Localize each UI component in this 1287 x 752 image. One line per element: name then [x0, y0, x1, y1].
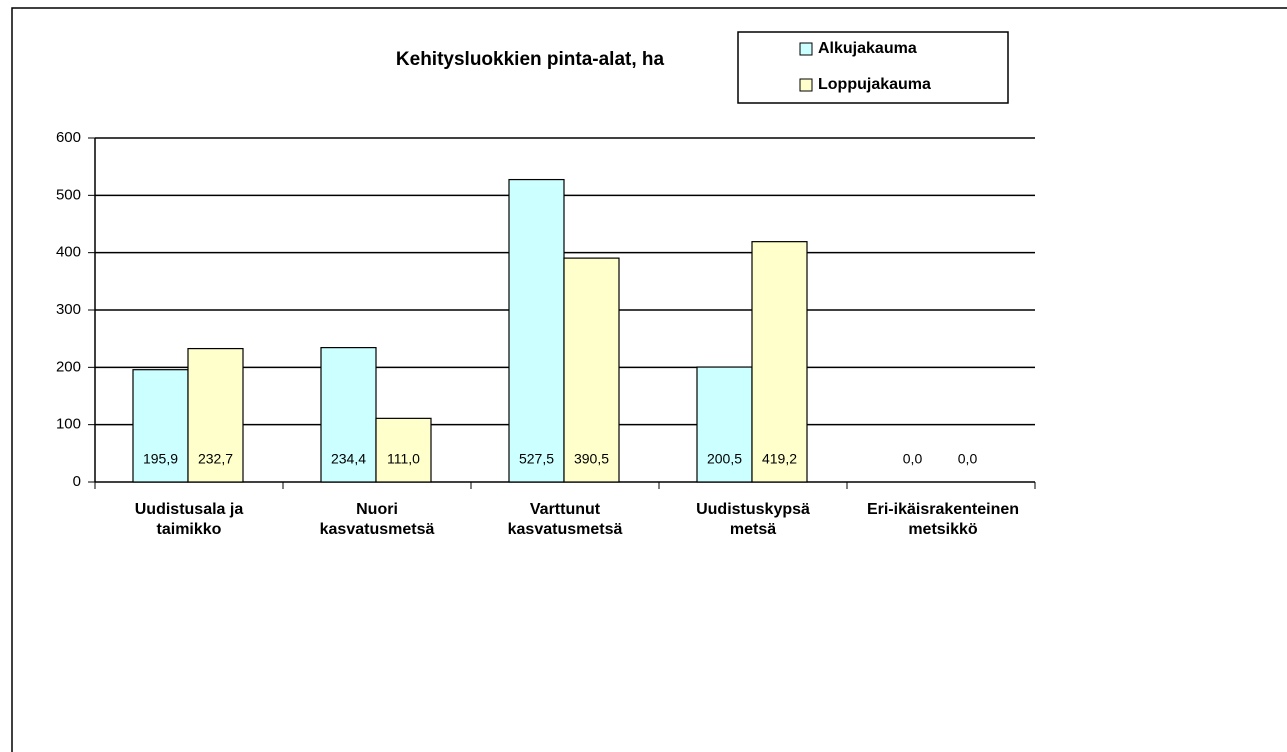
legend-swatch: [799, 42, 813, 56]
bar: [320, 347, 377, 483]
bar: [132, 369, 189, 483]
value-label: 0,0: [903, 451, 923, 467]
bar: [751, 241, 808, 483]
legend-label: Loppujakauma: [818, 76, 931, 93]
x-tick-label: Nuori kasvatusmetsä: [319, 501, 435, 538]
value-label: 200,5: [707, 451, 742, 467]
legend-swatch: [799, 78, 813, 92]
x-tick-label: Uudistuskypsä metsä: [696, 501, 810, 538]
bar: [696, 366, 753, 483]
bar: [187, 347, 244, 483]
value-label: 390,5: [574, 451, 609, 467]
value-label: 195,9: [143, 451, 178, 467]
x-tick-label: Eri-ikäisrakenteinen metsikkö: [866, 501, 1020, 538]
y-tick-label: 400: [56, 244, 81, 261]
value-label: 234,4: [331, 451, 366, 467]
y-tick-label: 100: [56, 416, 81, 433]
y-tick-label: 300: [56, 301, 81, 318]
x-tick-label: Uudistusala ja taimikko: [134, 501, 244, 538]
chart-title: Kehitysluokkien pinta-alat, ha: [396, 49, 665, 70]
x-tick-label: Varttunut kasvatusmetsä: [507, 501, 623, 538]
bar: [563, 257, 620, 483]
y-tick-label: 500: [56, 186, 81, 203]
value-label: 0,0: [958, 451, 978, 467]
y-tick-label: 0: [73, 473, 81, 490]
value-label: 232,7: [198, 451, 233, 467]
value-label: 527,5: [519, 451, 554, 467]
bar: [508, 178, 565, 483]
bar: [375, 417, 432, 483]
value-label: 419,2: [762, 451, 797, 467]
value-label: 111,0: [387, 451, 420, 467]
legend-box: [737, 31, 1009, 104]
y-tick-label: 200: [56, 358, 81, 375]
y-tick-label: 600: [56, 129, 81, 146]
legend-label: Alkujakauma: [818, 40, 917, 57]
